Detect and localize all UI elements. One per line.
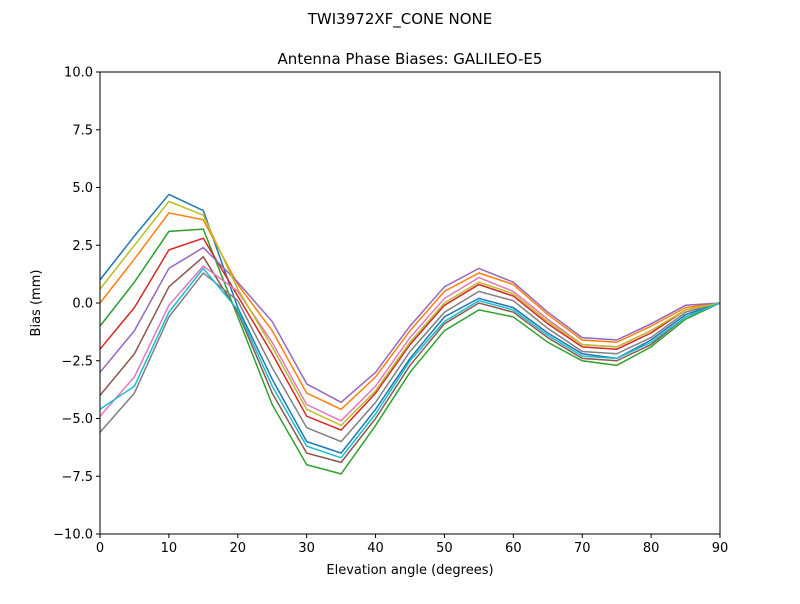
x-tick-label: 30 bbox=[298, 541, 315, 556]
y-tick-label: 0.0 bbox=[72, 297, 93, 312]
y-tick-label: −7.5 bbox=[61, 470, 93, 485]
x-tick-label: 50 bbox=[436, 541, 453, 556]
chart-suptitle: TWI3972XF_CONE NONE bbox=[307, 10, 492, 29]
chart-title: Antenna Phase Biases: GALILEO-E5 bbox=[278, 50, 543, 68]
x-tick-label: 70 bbox=[574, 541, 591, 556]
series-line-s10 bbox=[99, 267, 721, 459]
x-tick-label: 60 bbox=[505, 541, 522, 556]
y-tick-label: 10.0 bbox=[64, 66, 93, 81]
series-lines bbox=[99, 193, 721, 475]
series-line-s1 bbox=[99, 193, 721, 454]
y-tick-label: 7.5 bbox=[72, 123, 93, 138]
series-line-s4 bbox=[99, 237, 721, 431]
y-axis-ticks: −10.0 −7.5 −5.0 −2.5 0.0 2.5 5.0 7.5 10.0 bbox=[53, 66, 100, 543]
x-tick-label: 10 bbox=[161, 541, 178, 556]
x-tick-label: 20 bbox=[230, 541, 247, 556]
y-tick-label: −5.0 bbox=[61, 412, 93, 427]
x-tick-label: 90 bbox=[712, 541, 729, 556]
y-tick-label: −10.0 bbox=[53, 528, 93, 543]
series-line-s3 bbox=[99, 228, 721, 475]
series-line-s9 bbox=[99, 200, 721, 427]
series-line-s8 bbox=[99, 271, 721, 443]
series-line-s6 bbox=[99, 255, 721, 464]
x-tick-label: 40 bbox=[367, 541, 384, 556]
series-line-s5 bbox=[99, 246, 721, 404]
y-tick-label: 2.5 bbox=[72, 239, 93, 254]
y-tick-label: 5.0 bbox=[72, 181, 93, 196]
x-tick-label: 80 bbox=[643, 541, 660, 556]
series-line-s2 bbox=[99, 212, 721, 411]
plot-frame bbox=[99, 71, 721, 535]
x-axis-ticks: 0 10 20 30 40 50 60 70 80 90 bbox=[96, 534, 728, 556]
x-axis-label: Elevation angle (degrees) bbox=[326, 563, 493, 578]
x-tick-label: 0 bbox=[96, 541, 104, 556]
y-tick-label: −2.5 bbox=[61, 354, 93, 369]
y-axis-label: Bias (mm) bbox=[29, 270, 44, 337]
